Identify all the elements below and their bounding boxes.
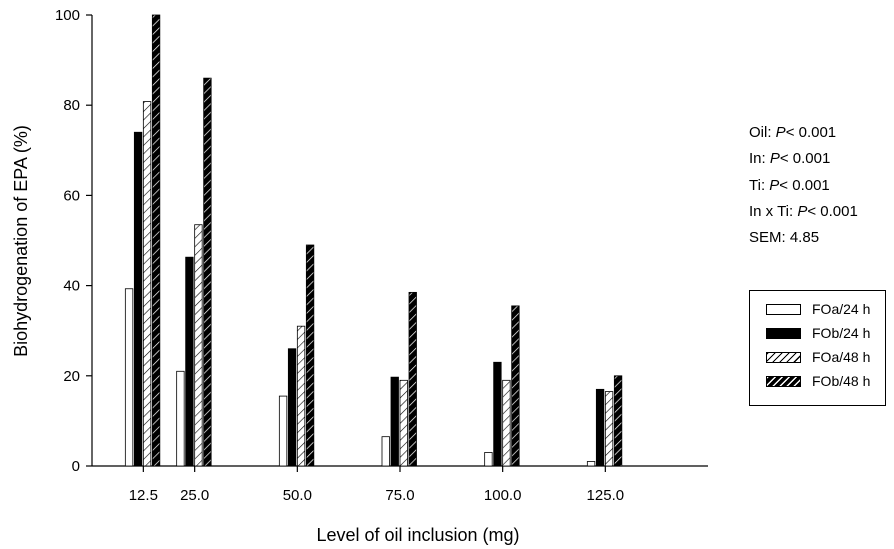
legend-label: FOa/24 h bbox=[812, 301, 871, 317]
stat-line: Ti: P< 0.001 bbox=[749, 176, 830, 194]
y-tick-label: 40 bbox=[63, 278, 80, 295]
x-tick-label: 125.0 bbox=[587, 487, 625, 504]
bar bbox=[142, 101, 152, 467]
x-tick-label: 25.0 bbox=[180, 487, 209, 504]
p-symbol: P bbox=[775, 124, 786, 141]
legend-swatch bbox=[766, 375, 801, 387]
bar bbox=[151, 14, 161, 467]
bar bbox=[613, 375, 623, 467]
p-symbol: P bbox=[769, 176, 780, 194]
y-axis-label: Biohydrogenation of EPA (%) bbox=[11, 125, 31, 357]
legend-swatch bbox=[766, 303, 801, 315]
legend-label: FOb/48 h bbox=[812, 373, 871, 389]
legend-swatch bbox=[766, 351, 801, 363]
bar bbox=[176, 370, 185, 467]
y-tick-label: 80 bbox=[63, 97, 80, 114]
stat-line: Oil: P< 0.001 bbox=[749, 124, 837, 141]
stats-annotations: Oil: P< 0.001 In: P< 0.001 Ti: P< 0.001 In … bbox=[749, 120, 858, 251]
bar bbox=[185, 256, 194, 467]
y-tick-label: 60 bbox=[63, 187, 80, 204]
y-tick-label: 0 bbox=[72, 458, 80, 475]
x-tick-label: 50.0 bbox=[283, 487, 312, 504]
bar bbox=[586, 461, 596, 467]
x-tick-label: 100.0 bbox=[484, 487, 522, 504]
legend: FOa/24 h FOb/24 h FOa/48 h FOb/48 h bbox=[749, 290, 886, 406]
legend-swatch bbox=[766, 327, 801, 339]
bar bbox=[305, 244, 315, 467]
legend-label: FOb/24 h bbox=[812, 325, 871, 341]
axes: 0 20 40 60 80 100 12.5 25.0 50.0 75.0 100.0 125.0 bbox=[55, 7, 708, 504]
stat-line: In: P< 0.001 bbox=[749, 150, 831, 168]
bar bbox=[133, 131, 143, 467]
bar bbox=[278, 395, 288, 467]
legend-label: FOa/48 h bbox=[812, 349, 871, 365]
bar bbox=[595, 388, 605, 467]
bar bbox=[502, 379, 511, 467]
legend-item: FOa/48 h bbox=[766, 349, 871, 365]
bar bbox=[287, 348, 297, 467]
bar bbox=[296, 325, 306, 467]
bar bbox=[381, 436, 390, 467]
x-tick-label: 12.5 bbox=[129, 487, 158, 504]
bar bbox=[484, 452, 493, 467]
p-symbol: P bbox=[769, 150, 780, 168]
bar bbox=[203, 77, 212, 467]
stat-line: In x Ti: P< 0.001 bbox=[749, 202, 858, 220]
bar bbox=[493, 361, 502, 467]
stat-line: SEM: 4.85 bbox=[749, 229, 820, 247]
bar bbox=[194, 224, 203, 467]
y-tick-label: 100 bbox=[55, 7, 80, 24]
p-symbol: P bbox=[797, 202, 808, 220]
bar bbox=[390, 376, 399, 467]
y-tick-label: 20 bbox=[63, 368, 80, 385]
bars bbox=[124, 14, 623, 467]
bar bbox=[511, 305, 520, 467]
legend-item: FOb/24 h bbox=[766, 325, 871, 341]
bar bbox=[604, 391, 614, 467]
legend-item: FOa/24 h bbox=[766, 301, 871, 317]
bar bbox=[408, 291, 417, 467]
legend-item: FOb/48 h bbox=[766, 373, 871, 389]
x-axis-label: Level of oil inclusion (mg) bbox=[316, 525, 519, 545]
bar bbox=[399, 379, 408, 467]
bar bbox=[124, 288, 134, 467]
x-tick-label: 75.0 bbox=[385, 487, 414, 504]
